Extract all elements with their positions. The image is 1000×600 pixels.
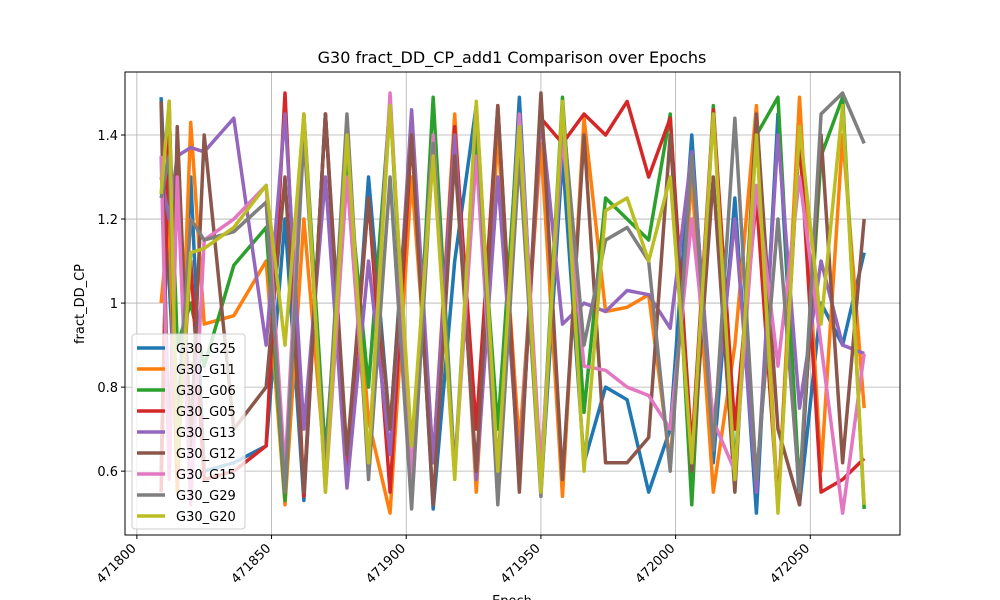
legend-label: G30_G11 xyxy=(176,363,236,378)
y-tick-label: 1.2 xyxy=(97,213,118,228)
y-tick-label: 0.6 xyxy=(97,465,118,480)
x-tick-label: 472000 xyxy=(633,541,679,587)
y-axis-label: fract_DD_CP xyxy=(73,264,88,344)
legend-box xyxy=(131,333,246,530)
legend-label: G30_G12 xyxy=(176,447,236,462)
legend-label: G30_G29 xyxy=(176,489,236,504)
y-tick-label: 0.8 xyxy=(97,381,118,396)
chart-title: G30 fract_DD_CP_add1 Comparison over Epo… xyxy=(318,48,707,68)
plot-frame xyxy=(124,71,901,536)
x-tick-label: 471800 xyxy=(94,541,140,587)
legend-label: G30_G25 xyxy=(176,342,236,357)
x-tick-label: 471850 xyxy=(229,541,275,587)
legend-label: G30_G13 xyxy=(176,426,236,441)
x-tick-label: 471900 xyxy=(363,541,409,587)
y-tick-label: 1 xyxy=(110,297,118,312)
legend-label: G30_G15 xyxy=(176,468,236,483)
x-tick-label: 472050 xyxy=(767,541,813,587)
x-tick-label: 471950 xyxy=(498,541,544,587)
series-line xyxy=(159,108,865,494)
legend-label: G30_G06 xyxy=(176,384,236,399)
series-line xyxy=(159,91,866,511)
legend-label: G30_G05 xyxy=(176,405,236,420)
series-line xyxy=(159,99,866,515)
y-tick-label: 1.4 xyxy=(97,129,118,144)
legend-label: G30_G20 xyxy=(176,510,236,525)
x-axis-label: Epoch xyxy=(492,594,532,600)
